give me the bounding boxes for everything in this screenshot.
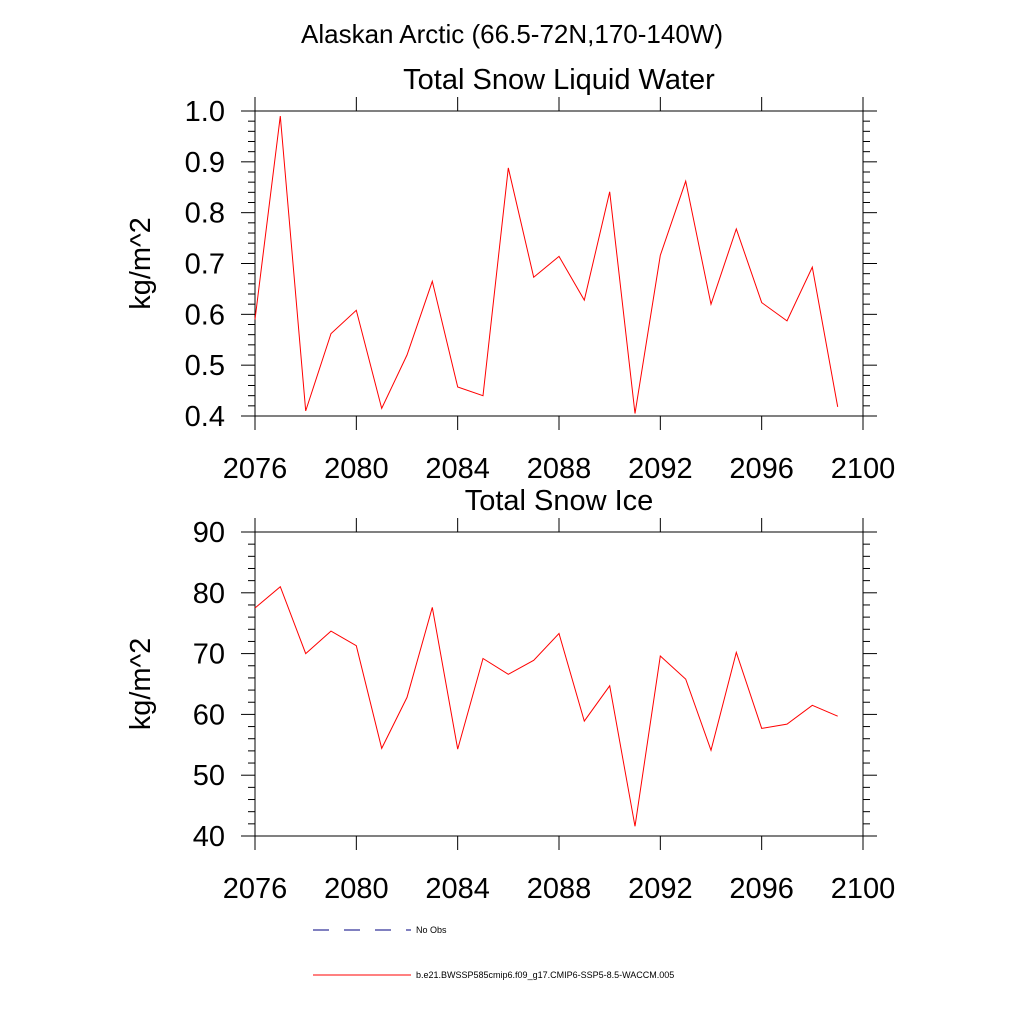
legend: No Obs b.e21.BWSSP585cmip6.f09_g17.CMIP6… <box>313 925 674 980</box>
y-tick-label: 0.5 <box>185 350 225 382</box>
x-tick-label: 2080 <box>324 453 389 485</box>
y-tick-label: 0.7 <box>185 249 225 281</box>
y-tick-label: 60 <box>193 699 225 731</box>
y-tick-label: 80 <box>193 578 225 610</box>
page-title: Alaskan Arctic (66.5-72N,170-140W) <box>301 19 723 49</box>
x-tick-label: 2100 <box>831 873 896 905</box>
series-line <box>254 116 839 414</box>
panel-title: Total Snow Ice <box>465 485 654 517</box>
x-tick-label: 2084 <box>425 453 490 485</box>
y-tick-label: 1.0 <box>185 96 225 128</box>
y-tick-label: 0.4 <box>185 401 225 433</box>
x-tick-label: 2076 <box>223 453 288 485</box>
x-tick-label: 2092 <box>628 873 693 905</box>
x-tick-label: 2076 <box>223 873 288 905</box>
y-tick-label: 40 <box>193 821 225 853</box>
legend-label-no-obs: No Obs <box>416 925 447 935</box>
x-tick-label: 2088 <box>527 873 592 905</box>
x-tick-label: 2088 <box>527 453 592 485</box>
plot-frame <box>254 110 864 417</box>
plot-frame <box>254 531 864 837</box>
panel-snow-ice: Total Snow Ice kg/m^2 2076 2080 2084 2088 2092… <box>125 485 895 905</box>
y-axis-label: kg/m^2 <box>125 638 157 731</box>
x-tick-label: 2084 <box>425 873 490 905</box>
y-axis-label: kg/m^2 <box>125 217 157 310</box>
x-tick-label: 2080 <box>324 873 389 905</box>
y-tick-label: 0.8 <box>185 198 225 230</box>
x-tick-label: 2096 <box>729 453 794 485</box>
y-tick-label: 90 <box>193 517 225 549</box>
panel-title: Total Snow Liquid Water <box>403 64 715 96</box>
panel-snow-liquid-water: Total Snow Liquid Water kg/m^2 2076 2080 208… <box>125 64 895 485</box>
y-tick-label: 70 <box>193 639 225 671</box>
legend-label-model: b.e21.BWSSP585cmip6.f09_g17.CMIP6-SSP5-8… <box>416 970 674 980</box>
y-tick-label: 0.9 <box>185 147 225 179</box>
x-tick-label: 2100 <box>831 453 896 485</box>
y-tick-label: 0.6 <box>185 299 225 331</box>
x-tick-label: 2092 <box>628 453 693 485</box>
x-tick-label: 2096 <box>729 873 794 905</box>
y-tick-label: 50 <box>193 760 225 792</box>
series-line <box>254 585 838 827</box>
